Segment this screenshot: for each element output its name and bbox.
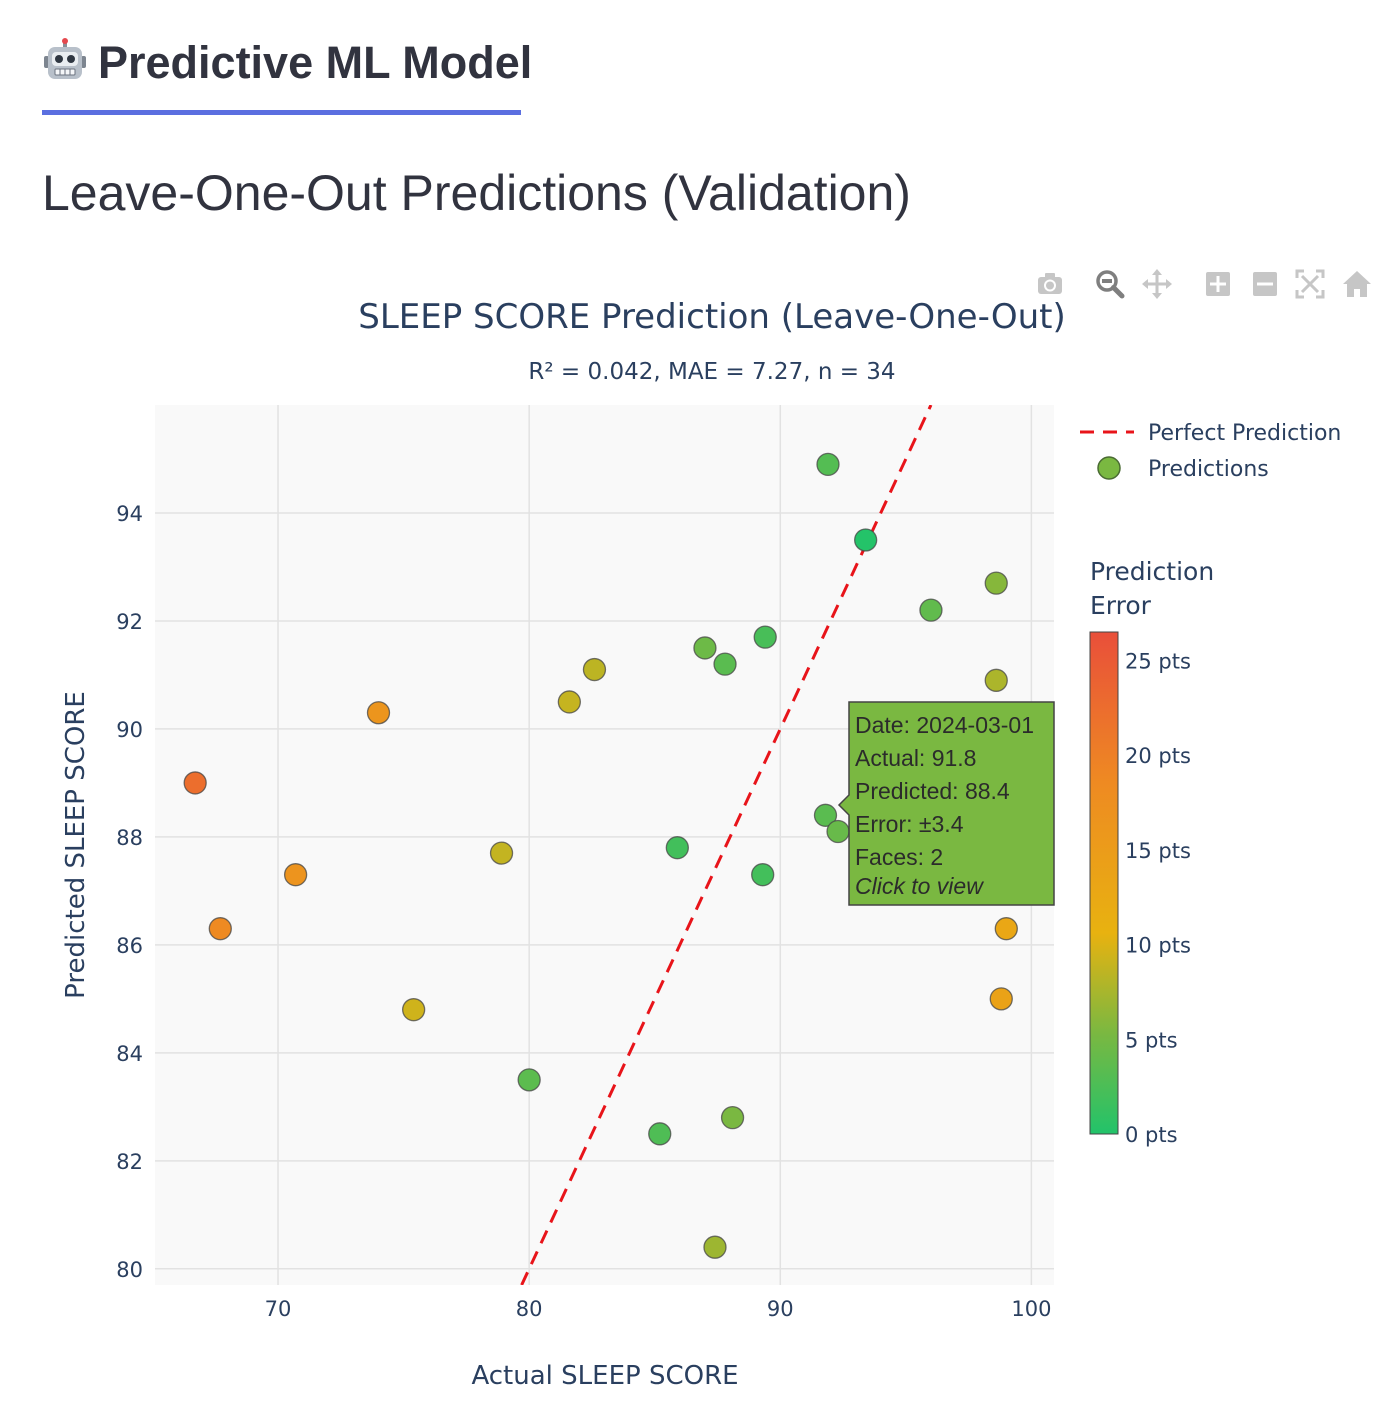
zoom-in-icon[interactable] xyxy=(1200,266,1236,302)
x-axis-label: Actual SLEEP SCORE xyxy=(471,1361,738,1391)
colorbar-gradient xyxy=(1089,631,1119,1135)
x-tick-label: 80 xyxy=(516,1297,543,1321)
prediction-point[interactable] xyxy=(994,917,1018,941)
tooltip-line: Error: ±3.4 xyxy=(855,811,964,837)
prediction-point[interactable] xyxy=(919,598,943,622)
tooltip-line: Date: 2024-03-01 xyxy=(855,712,1034,738)
y-tick-label: 90 xyxy=(116,718,143,742)
prediction-point[interactable] xyxy=(517,1068,541,1092)
prediction-point[interactable] xyxy=(366,701,391,725)
colorbar-tick-label: 5 pts xyxy=(1125,1028,1178,1052)
y-tick-label: 84 xyxy=(116,1042,143,1066)
prediction-point[interactable] xyxy=(854,528,878,552)
prediction-point[interactable] xyxy=(816,452,840,477)
app-title-text: Predictive ML Model xyxy=(98,37,533,88)
x-tick-label: 90 xyxy=(767,1297,794,1321)
pan-icon[interactable] xyxy=(1139,266,1175,302)
legend-label[interactable]: Perfect Prediction xyxy=(1148,421,1341,446)
colorbar-tick-label: 10 pts xyxy=(1125,934,1191,958)
prediction-point[interactable] xyxy=(489,841,514,865)
camera-icon[interactable] xyxy=(1032,266,1068,302)
app-title: Predictive ML Model xyxy=(42,30,532,96)
robot-icon xyxy=(44,38,86,79)
prediction-point[interactable] xyxy=(693,636,717,660)
tooltip-line: Faces: 2 xyxy=(855,844,943,870)
chart-title: SLEEP SCORE Prediction (Leave-One-Out) xyxy=(358,297,1065,337)
perfect-prediction-line xyxy=(520,405,933,1285)
x-tick-label: 70 xyxy=(265,1297,292,1321)
prediction-point[interactable] xyxy=(751,863,775,887)
prediction-point[interactable] xyxy=(984,571,1008,595)
colorbar: Prediction Error 25 pts 20 pts 15 pts 10 pt… xyxy=(1089,557,1214,1147)
x-tick-label: 100 xyxy=(1011,1297,1051,1321)
prediction-point[interactable] xyxy=(703,1235,727,1259)
prediction-point[interactable] xyxy=(813,803,838,827)
y-tick-label: 94 xyxy=(116,502,143,526)
prediction-point[interactable] xyxy=(402,998,426,1022)
chart-subtitle: R² = 0.042, MAE = 7.27, n = 34 xyxy=(528,359,895,385)
legend: Perfect Prediction Predictions xyxy=(1080,421,1341,482)
prediction-scatter-chart: 70 80 90 100 80 82 84 86 88 90 92 94 SLEEP SCORE P… xyxy=(61,297,1341,1391)
colorbar-tick-label: 20 pts xyxy=(1125,744,1191,768)
tooltip-action: Click to view xyxy=(855,873,984,899)
legend-label[interactable]: Predictions xyxy=(1148,457,1269,482)
colorbar-title: Error xyxy=(1090,591,1152,620)
tooltip-line: Predicted: 88.4 xyxy=(855,778,1010,804)
prediction-point[interactable] xyxy=(665,836,689,860)
title-underline xyxy=(42,110,521,115)
colorbar-tick-label: 25 pts xyxy=(1125,649,1191,673)
prediction-point[interactable] xyxy=(753,625,777,649)
prediction-point[interactable] xyxy=(720,1105,745,1130)
colorbar-tick-label: 0 pts xyxy=(1125,1123,1178,1147)
prediction-point[interactable] xyxy=(582,657,607,682)
y-tick-label: 82 xyxy=(116,1150,143,1174)
colorbar-tick-label: 15 pts xyxy=(1125,839,1191,863)
y-axis-label: Predicted SLEEP SCORE xyxy=(61,691,91,999)
autoscale-icon[interactable] xyxy=(1292,266,1328,302)
hover-tooltip: Date: 2024-03-01 Actual: 91.8 Predicted:… xyxy=(837,701,1055,906)
section-title: Leave-One-Out Predictions (Validation) xyxy=(42,165,911,221)
tooltip-line: Actual: 91.8 xyxy=(855,745,976,771)
legend-marker-swatch xyxy=(1097,456,1121,480)
y-tick-label: 86 xyxy=(116,934,143,958)
prediction-point[interactable] xyxy=(984,668,1008,692)
colorbar-title: Prediction xyxy=(1090,557,1214,586)
zoom-out-icon[interactable] xyxy=(1247,266,1283,302)
y-tick-label: 92 xyxy=(116,610,143,634)
y-tick-label: 80 xyxy=(116,1258,143,1282)
prediction-point[interactable] xyxy=(989,987,1013,1011)
y-tick-label: 88 xyxy=(116,826,143,850)
prediction-point[interactable] xyxy=(283,863,308,887)
reset-axes-icon[interactable] xyxy=(1339,266,1375,302)
prediction-point[interactable] xyxy=(826,819,850,844)
zoom-icon[interactable] xyxy=(1092,266,1128,302)
prediction-point[interactable] xyxy=(183,771,207,795)
prediction-point[interactable] xyxy=(208,917,232,941)
prediction-point[interactable] xyxy=(648,1122,672,1146)
prediction-point[interactable] xyxy=(557,690,581,714)
prediction-point[interactable] xyxy=(713,652,737,676)
